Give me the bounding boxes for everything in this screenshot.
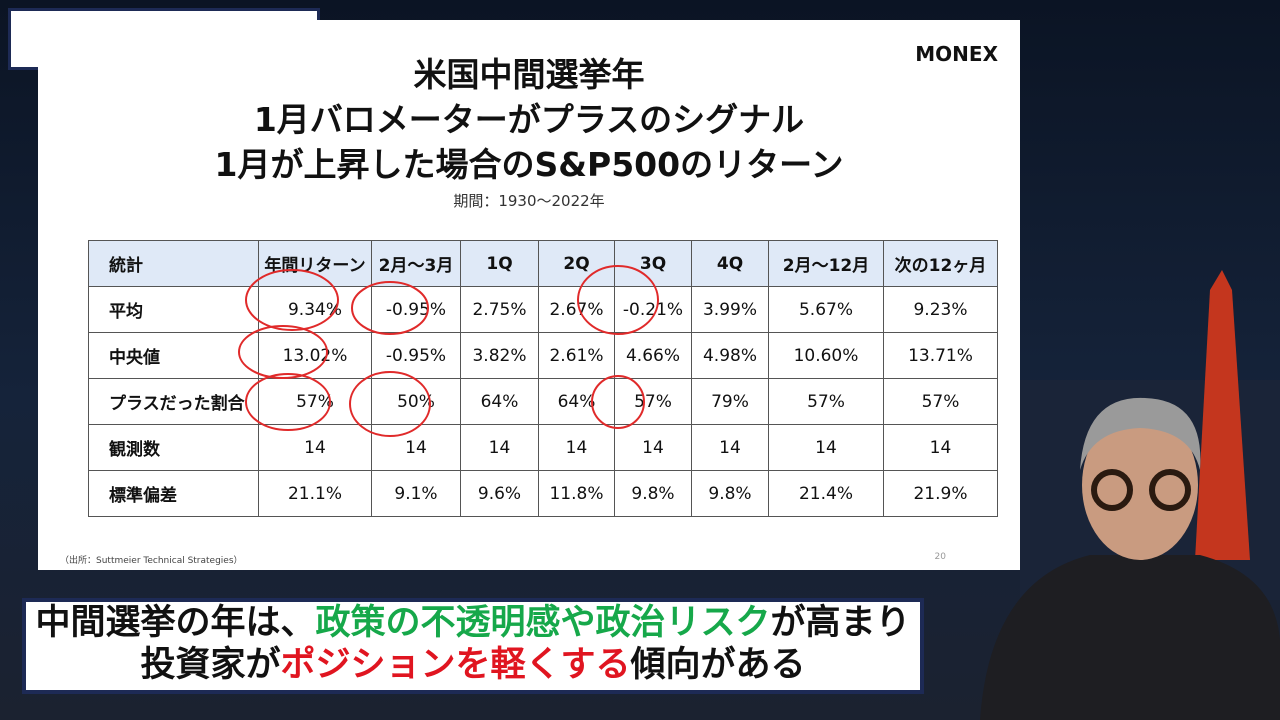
cell: 57%: [768, 378, 884, 425]
cell: 14: [460, 424, 539, 471]
caption-highlight: 政策の不透明感や政治リスク: [315, 603, 771, 643]
red-circle: [245, 373, 331, 431]
cell: 2月～3月: [371, 240, 461, 287]
title-line: 1月が上昇した場合のS&P500のリターン: [214, 145, 844, 184]
cell: 2.61%: [538, 332, 615, 379]
cell: 11.8%: [538, 470, 615, 517]
red-circle: [245, 269, 339, 331]
cell: 9.1%: [371, 470, 461, 517]
title-line: 米国中間選挙年: [413, 55, 645, 94]
cell: 4.66%: [614, 332, 692, 379]
cell: 1Q: [460, 240, 539, 287]
person-hair: [1080, 397, 1201, 470]
cell: 次の12ヶ月: [883, 240, 998, 287]
cell: 13.02%: [258, 332, 372, 379]
cell: 14: [258, 424, 372, 471]
cell: 14: [691, 424, 769, 471]
cell: 4Q: [691, 240, 769, 287]
cell: 平均: [88, 286, 259, 333]
row: 平均 9.34% -0.95% 2.75% 2.67% -0.21% 3.99% 5.67% 9…: [88, 286, 998, 333]
tower: [1195, 270, 1250, 560]
red-circle: [591, 375, 645, 429]
cell: 9.8%: [691, 470, 769, 517]
row: 観測数 14 14 14 14 14 14 14 14: [88, 424, 998, 471]
slide: MONEX 米国中間選挙年 1月バロメーターがプラスのシグナル 1月が上昇した場…: [38, 20, 1020, 570]
cell: -0.95%: [371, 286, 461, 333]
period: 期間：1930～2022年: [453, 192, 605, 210]
cell: -0.21%: [614, 286, 692, 333]
cell: 9.23%: [883, 286, 998, 333]
cell: 3.82%: [460, 332, 539, 379]
cell: 21.1%: [258, 470, 372, 517]
person-head: [1082, 410, 1198, 560]
source: （出所：Suttmeier Technical Strategies）: [60, 556, 243, 566]
title-line: 1月バロメーターがプラスのシグナル: [253, 100, 805, 139]
caption-text: 投資家が: [140, 645, 281, 685]
cell: 14: [371, 424, 461, 471]
cell: 57%: [614, 378, 692, 425]
cell: 14: [768, 424, 884, 471]
red-circle: [238, 325, 328, 379]
caption: 中間選挙の年は、政策の不透明感や政治リスクが高まり 投資家がポジションを軽くする…: [22, 598, 924, 694]
cell: 14: [614, 424, 692, 471]
row: 標準偏差 21.1% 9.1% 9.6% 11.8% 9.8% 9.8% 21.4% 21.9%: [88, 470, 998, 517]
cell: 年間リターン: [258, 240, 372, 287]
cell: 2月～12月: [768, 240, 884, 287]
caption-highlight: ポジションを軽くする: [280, 645, 631, 685]
cell: 9.6%: [460, 470, 539, 517]
red-circle: [577, 265, 659, 335]
cell: 観測数: [88, 424, 259, 471]
cell: 14: [538, 424, 615, 471]
caption-line: 投資家がポジションを軽くする傾向がある: [26, 644, 920, 686]
cell: 4.98%: [691, 332, 769, 379]
cell: 64%: [538, 378, 615, 425]
glasses: [1149, 469, 1191, 511]
caption-text: 傾向がある: [630, 645, 806, 685]
red-circle: [351, 281, 429, 335]
slide-title: 米国中間選挙年 1月バロメーターがプラスのシグナル 1月が上昇した場合のS&P5…: [38, 52, 1020, 187]
stats-table: 統計 年間リターン 2月～3月 1Q 2Q 3Q 4Q 2月～12月 次の12ヶ月 平均 9.34%…: [88, 240, 998, 517]
cell: 標準偏差: [88, 470, 259, 517]
cell: 13.71%: [883, 332, 998, 379]
red-circle: [349, 371, 431, 437]
cell: 21.9%: [883, 470, 998, 517]
caption-line: 中間選挙の年は、政策の不透明感や政治リスクが高まり: [26, 602, 920, 644]
caption-text: 中間選挙の年は、: [35, 603, 316, 643]
cell: 10.60%: [768, 332, 884, 379]
cell: 64%: [460, 378, 539, 425]
cell: 21.4%: [768, 470, 884, 517]
glasses: [1091, 469, 1133, 511]
page-number: 20: [934, 552, 946, 562]
cell: 50%: [371, 378, 461, 425]
cell: 5.67%: [768, 286, 884, 333]
cell: 14: [883, 424, 998, 471]
caption-text: が高まり: [770, 603, 911, 643]
person-body: [980, 555, 1280, 720]
logo: MONEX: [915, 42, 998, 66]
cell: 9.8%: [614, 470, 692, 517]
